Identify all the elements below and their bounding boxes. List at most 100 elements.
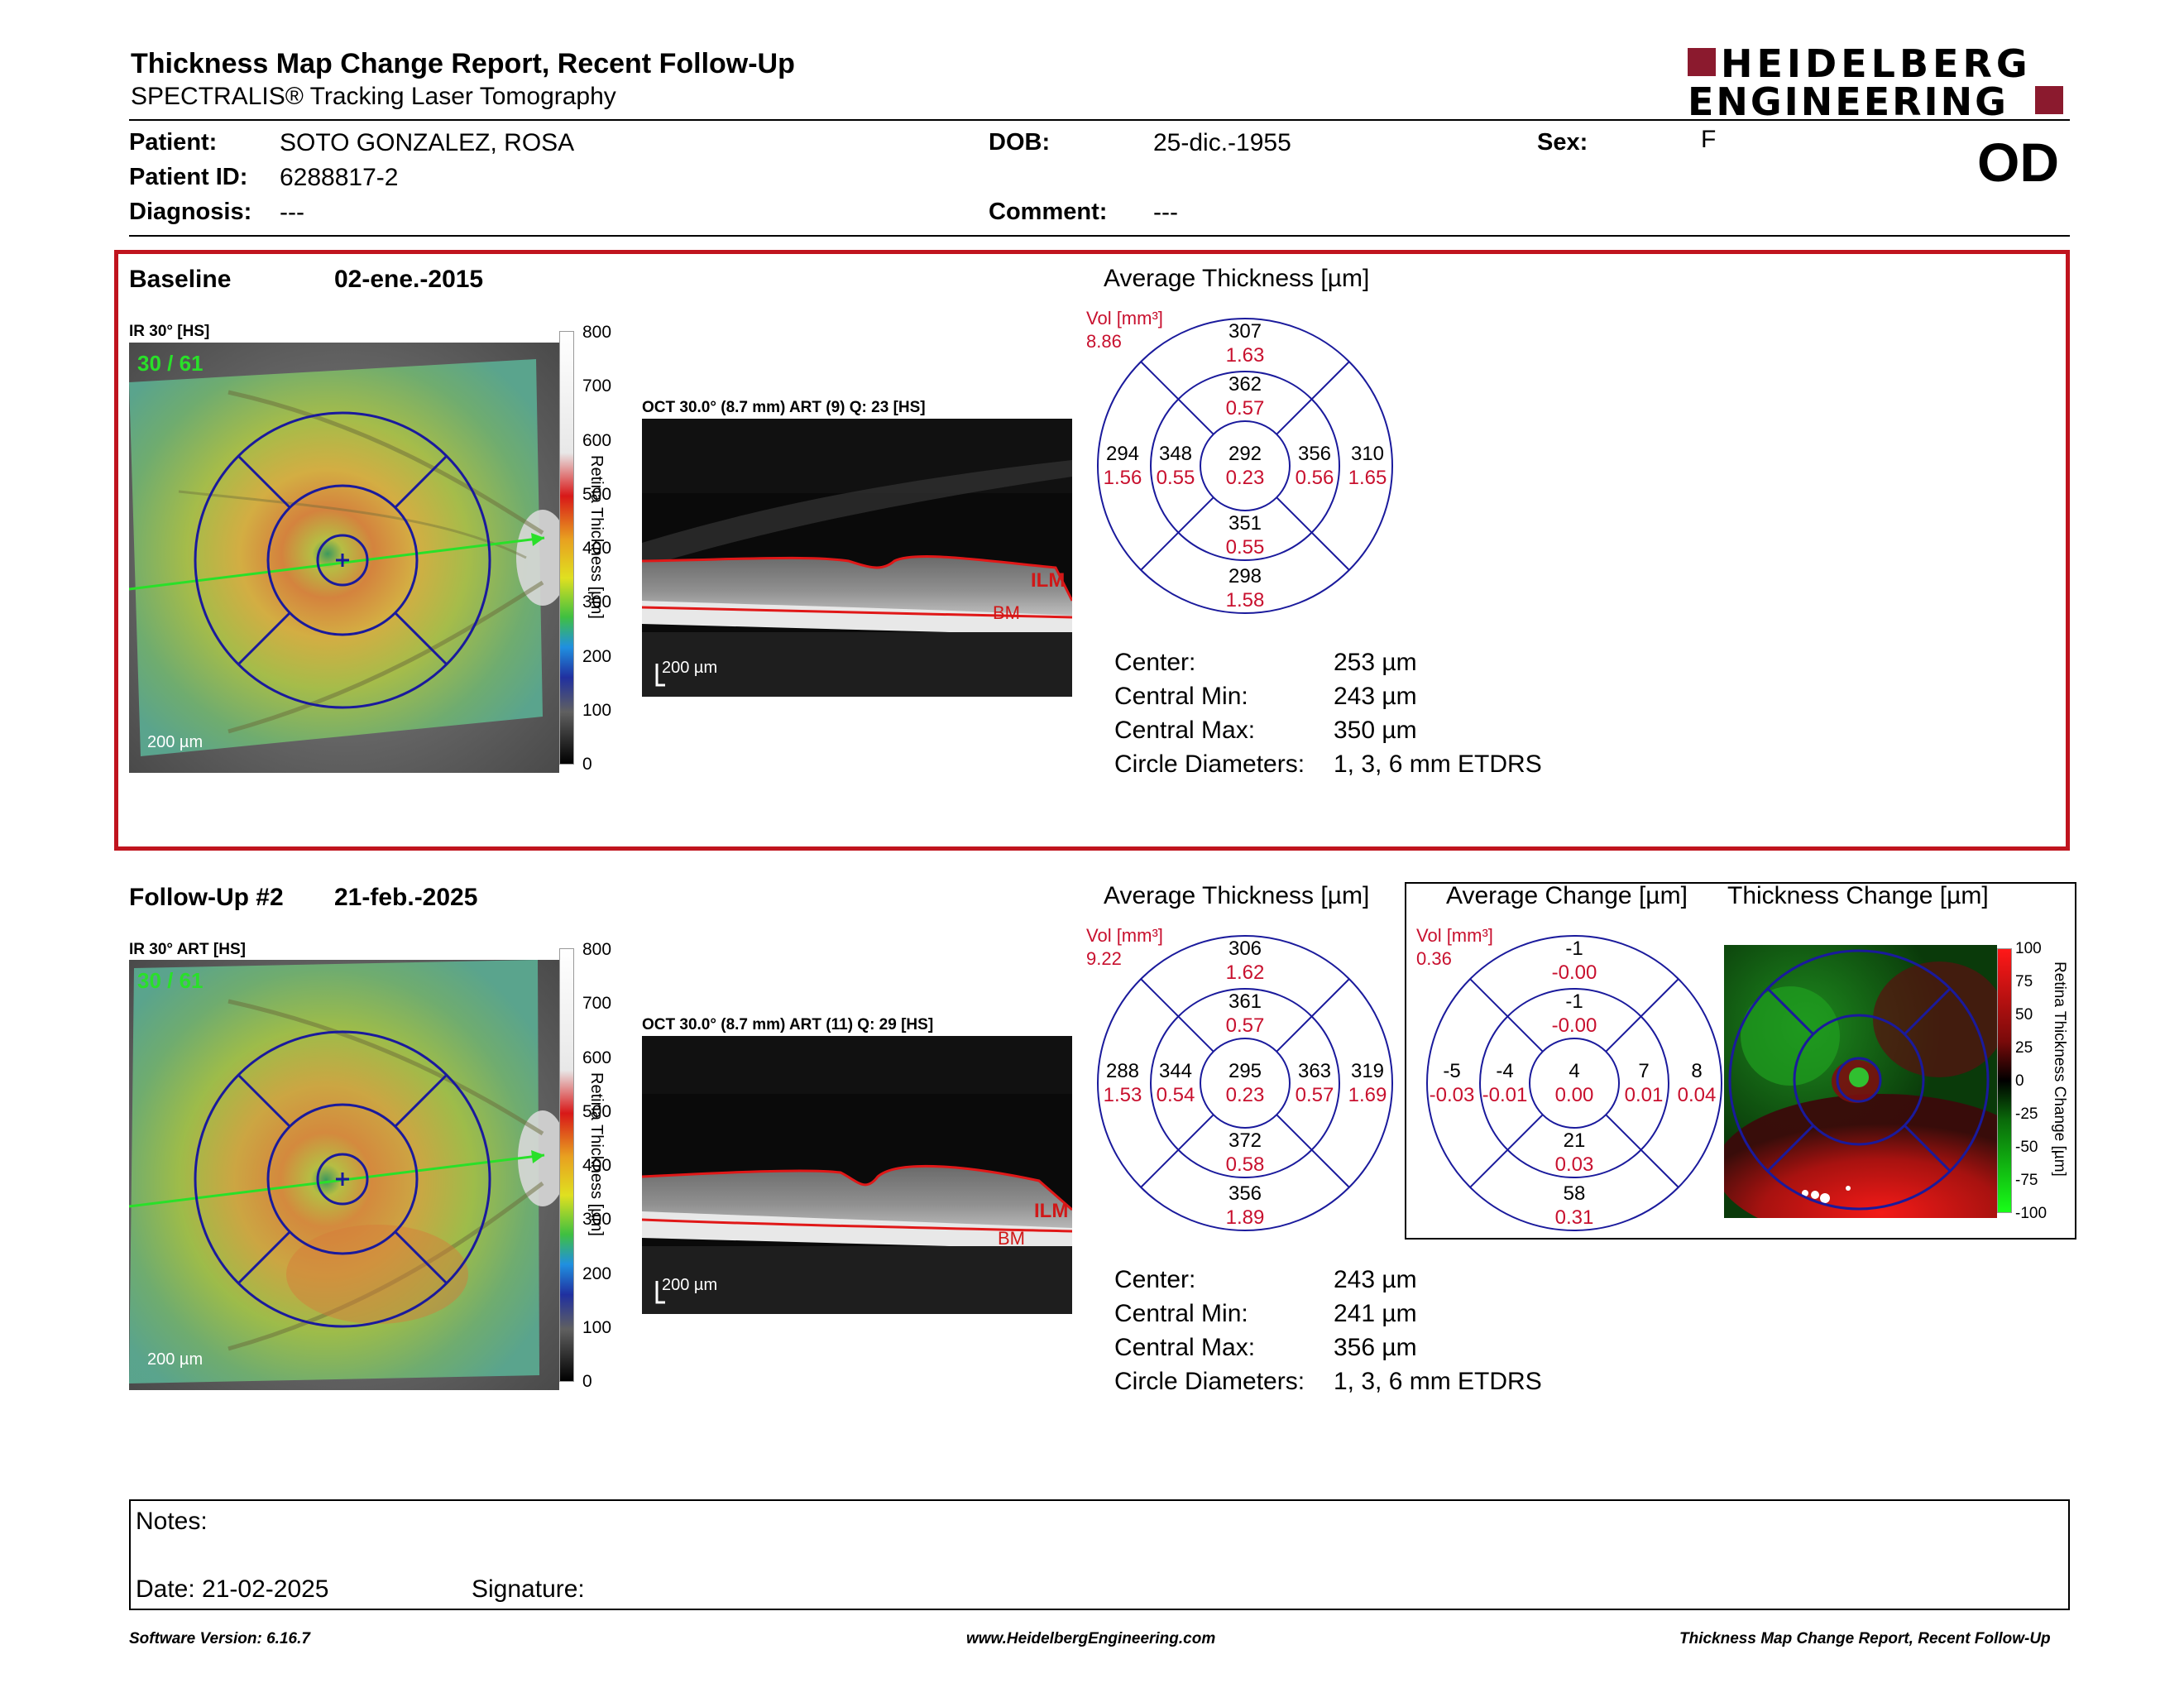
sector-volume: 0.57: [1225, 1014, 1265, 1037]
sector-volume: 0.23: [1225, 1084, 1265, 1106]
change-map-svg: [1724, 945, 1997, 1218]
baseline-fundus-svg: [129, 343, 559, 773]
sector-thickness: 310: [1350, 443, 1385, 465]
etdrs-sector-inner-right: 356 0.56: [1281, 442, 1348, 490]
sector-volume: 1.65: [1348, 467, 1387, 489]
colorbar-tick-label: 0: [582, 1372, 592, 1391]
etdrs-sector-inner-left: 348 0.55: [1142, 442, 1209, 490]
etdrs-sector-outer-left: 288 1.53: [1090, 1059, 1156, 1107]
patient-name: SOTO GONZALEZ, ROSA: [280, 129, 575, 156]
baseline-colorbar-gradient: [559, 331, 574, 765]
colorbar-tick-label: 600: [582, 1048, 612, 1067]
etdrs-ring: [1097, 935, 1393, 1231]
footer-version: Software Version: 6.16.7: [129, 1630, 310, 1647]
colorbar-tick-label: 700: [582, 994, 612, 1014]
dob-label: DOB:: [989, 129, 1051, 156]
etdrs-sector-outer-right: 8 0.04: [1664, 1059, 1730, 1107]
colorbar-tick-label: 500: [582, 1101, 612, 1121]
followup-ilm-label: ILM: [1034, 1200, 1069, 1222]
notes-date: Date: 21-02-2025: [136, 1575, 329, 1603]
followup-colorbar: 800 700 600 500 400 300 200 100 0 Retina Thickne…: [559, 940, 667, 1395]
etdrs-divider: [1140, 978, 1214, 1053]
etdrs-ring: [1150, 988, 1340, 1178]
sector-volume: 0.03: [1554, 1153, 1594, 1176]
sector-thickness: 319: [1350, 1060, 1385, 1082]
etdrs-ring: [1479, 988, 1669, 1178]
change-title: Average Change [µm]: [1446, 882, 1688, 909]
etdrs-ring: [1150, 371, 1340, 561]
etdrs-sector-inner-right: 363 0.57: [1281, 1059, 1348, 1107]
sector-thickness: 348: [1158, 443, 1193, 465]
footer-website[interactable]: www.HeidelbergEngineering.com: [966, 1630, 1216, 1647]
change-map-image: [1724, 945, 1997, 1218]
baseline-colorbar-title: Retina Thickness [µm]: [587, 455, 606, 619]
sector-thickness: 372: [1228, 1129, 1262, 1152]
etdrs-ring: [1200, 1038, 1291, 1129]
stat-label: Central Min:: [1114, 683, 1248, 710]
followup-oct-scale: 200 µm: [662, 1276, 718, 1294]
dob-value: 25-dic.-1955: [1153, 129, 1291, 156]
followup-ir-label: IR 30° ART [HS]: [129, 941, 246, 958]
etdrs-divider: [1469, 1114, 1544, 1188]
sector-thickness: 8: [1691, 1060, 1703, 1082]
baseline-fundus-scale: 200 µm: [147, 733, 204, 751]
diagnosis-value: ---: [280, 199, 304, 226]
sector-thickness: 295: [1228, 1060, 1262, 1082]
eye-indicator: OD: [1977, 132, 2059, 193]
sector-thickness: 292: [1228, 443, 1262, 465]
baseline-avg-title: Average Thickness [µm]: [1104, 265, 1370, 292]
colorbar-tick-label: 600: [582, 430, 612, 450]
colorbar-tick-label: 100: [2015, 940, 2042, 957]
etdrs-divider: [1140, 361, 1214, 435]
colorbar-tick-label: -100: [2015, 1205, 2048, 1222]
colorbar-tick-label: 25: [2015, 1039, 2033, 1057]
notes-box[interactable]: [129, 1499, 2070, 1610]
etdrs-sector-inner-top: -1 -0.00: [1541, 990, 1607, 1038]
sector-volume: -0.00: [1551, 961, 1597, 984]
report-subtitle: SPECTRALIS® Tracking Laser Tomography: [131, 83, 616, 110]
logo-text-line2: ENGINEERING: [1688, 79, 2009, 124]
followup-fundus-image: 30 / 61 200 µm: [129, 960, 559, 1390]
footer-report-name: Thickness Map Change Report, Recent Foll…: [1679, 1630, 2051, 1647]
change-vol-value: 0.36: [1416, 948, 1452, 969]
sector-volume: 0.57: [1225, 397, 1265, 420]
colorbar-tick-label: 100: [582, 700, 612, 720]
sector-volume: 1.63: [1225, 344, 1265, 367]
etdrs-sector-inner-bottom: 21 0.03: [1541, 1129, 1607, 1177]
followup-colorbar-ticks: 800 700 600 500 400 300 200 100 0: [582, 940, 615, 1391]
sector-thickness: 361: [1228, 990, 1262, 1013]
logo-text-line1: HEIDELBERG: [1721, 41, 2032, 86]
stat-value: 1, 3, 6 mm ETDRS: [1334, 750, 1542, 778]
sector-volume: 0.01: [1624, 1084, 1664, 1106]
etdrs-sector-outer-bottom: 356 1.89: [1212, 1182, 1278, 1230]
stat-label: Center:: [1114, 1266, 1196, 1293]
patient-label: Patient:: [129, 129, 218, 156]
colorbar-tick-label: 800: [582, 940, 612, 959]
etdrs-sector-inner-top: 362 0.57: [1212, 372, 1278, 420]
sector-thickness: 351: [1228, 512, 1262, 535]
followup-vol-value: 9.22: [1086, 948, 1122, 969]
sector-thickness: 7: [1638, 1060, 1650, 1082]
baseline-ilm-label: ILM: [1031, 569, 1066, 592]
comment-label: Comment:: [989, 199, 1108, 225]
change-colorbar-title: Retina Thickness Change [µm]: [2051, 961, 2068, 1177]
baseline-frame-count: 30 / 61: [137, 351, 204, 376]
sector-volume: 0.58: [1225, 1153, 1265, 1176]
stat-value: 253 µm: [1334, 649, 1417, 676]
colorbar-tick-label: -25: [2015, 1105, 2038, 1123]
stat-label: Central Max:: [1114, 1334, 1256, 1361]
followup-frame-count: 30 / 61: [137, 968, 204, 993]
sector-volume: 1.58: [1225, 589, 1265, 611]
baseline-colorbar: 800 700 600 500 400 300 200 100 0 Retina Thickne…: [559, 323, 667, 778]
stat-label: Central Min:: [1114, 1300, 1248, 1327]
sector-volume: 1.89: [1225, 1206, 1265, 1229]
sector-thickness: 306: [1228, 938, 1262, 960]
colorbar-tick-label: 75: [2015, 973, 2033, 990]
change-etdrs-grid: 4 0.00 -1 -0.00 21 0.03 -4 -0.01 7 0.01 -1 -0.00 58 0…: [1421, 930, 1727, 1236]
etdrs-sector-inner-left: -4 -0.01: [1472, 1059, 1538, 1107]
followup-avg-title: Average Thickness [µm]: [1104, 882, 1370, 909]
etdrs-sector-outer-right: 319 1.69: [1334, 1059, 1401, 1107]
etdrs-ring: [1426, 935, 1722, 1231]
etdrs-ring: [1097, 318, 1393, 614]
etdrs-sector-outer-left: 294 1.56: [1090, 442, 1156, 490]
